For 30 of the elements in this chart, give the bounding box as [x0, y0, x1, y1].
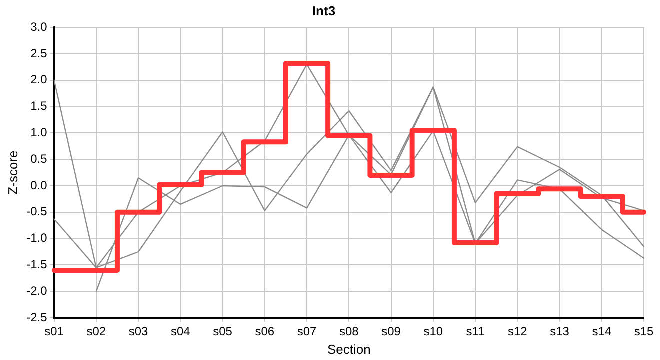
- x-tick-label: s14: [592, 324, 612, 339]
- x-tick-label: s12: [508, 324, 528, 339]
- y-tick-label: 1.0: [30, 126, 48, 140]
- y-tick-label: 3.0: [30, 20, 48, 34]
- y-tick-label: 1.5: [30, 99, 48, 114]
- x-tick-label: s06: [255, 324, 275, 339]
- y-tick-label: -2.5: [26, 310, 48, 324]
- y-tick-label: 2.5: [30, 46, 48, 60]
- x-tick-label: s10: [424, 324, 444, 339]
- chart-title: Int3: [312, 3, 336, 18]
- y-tick-label: -1.0: [26, 231, 48, 246]
- y-tick-label: 0.5: [30, 152, 48, 166]
- y-axis-title: Z-score: [5, 150, 20, 195]
- y-tick-label: 0.0: [30, 178, 48, 192]
- x-tick-label: s05: [213, 324, 233, 339]
- x-tick-label: s02: [86, 324, 106, 339]
- x-tick-label: s01: [44, 324, 64, 339]
- x-axis-title: Section: [327, 342, 371, 357]
- y-tick-label: -1.5: [26, 258, 48, 272]
- x-tick-label: s07: [297, 324, 318, 339]
- y-tick-label: 2.0: [30, 72, 48, 87]
- y-tick-label: -0.5: [26, 204, 48, 219]
- x-tick-label: s08: [339, 324, 360, 339]
- x-tick-label: s04: [170, 324, 191, 339]
- x-tick-label: s09: [382, 324, 402, 339]
- x-tick-label: s15: [634, 324, 654, 339]
- x-tick-label: s13: [550, 324, 570, 339]
- y-tick-label: -2.0: [26, 284, 48, 298]
- x-tick-label: s03: [128, 324, 149, 339]
- x-tick-label: s11: [466, 324, 486, 339]
